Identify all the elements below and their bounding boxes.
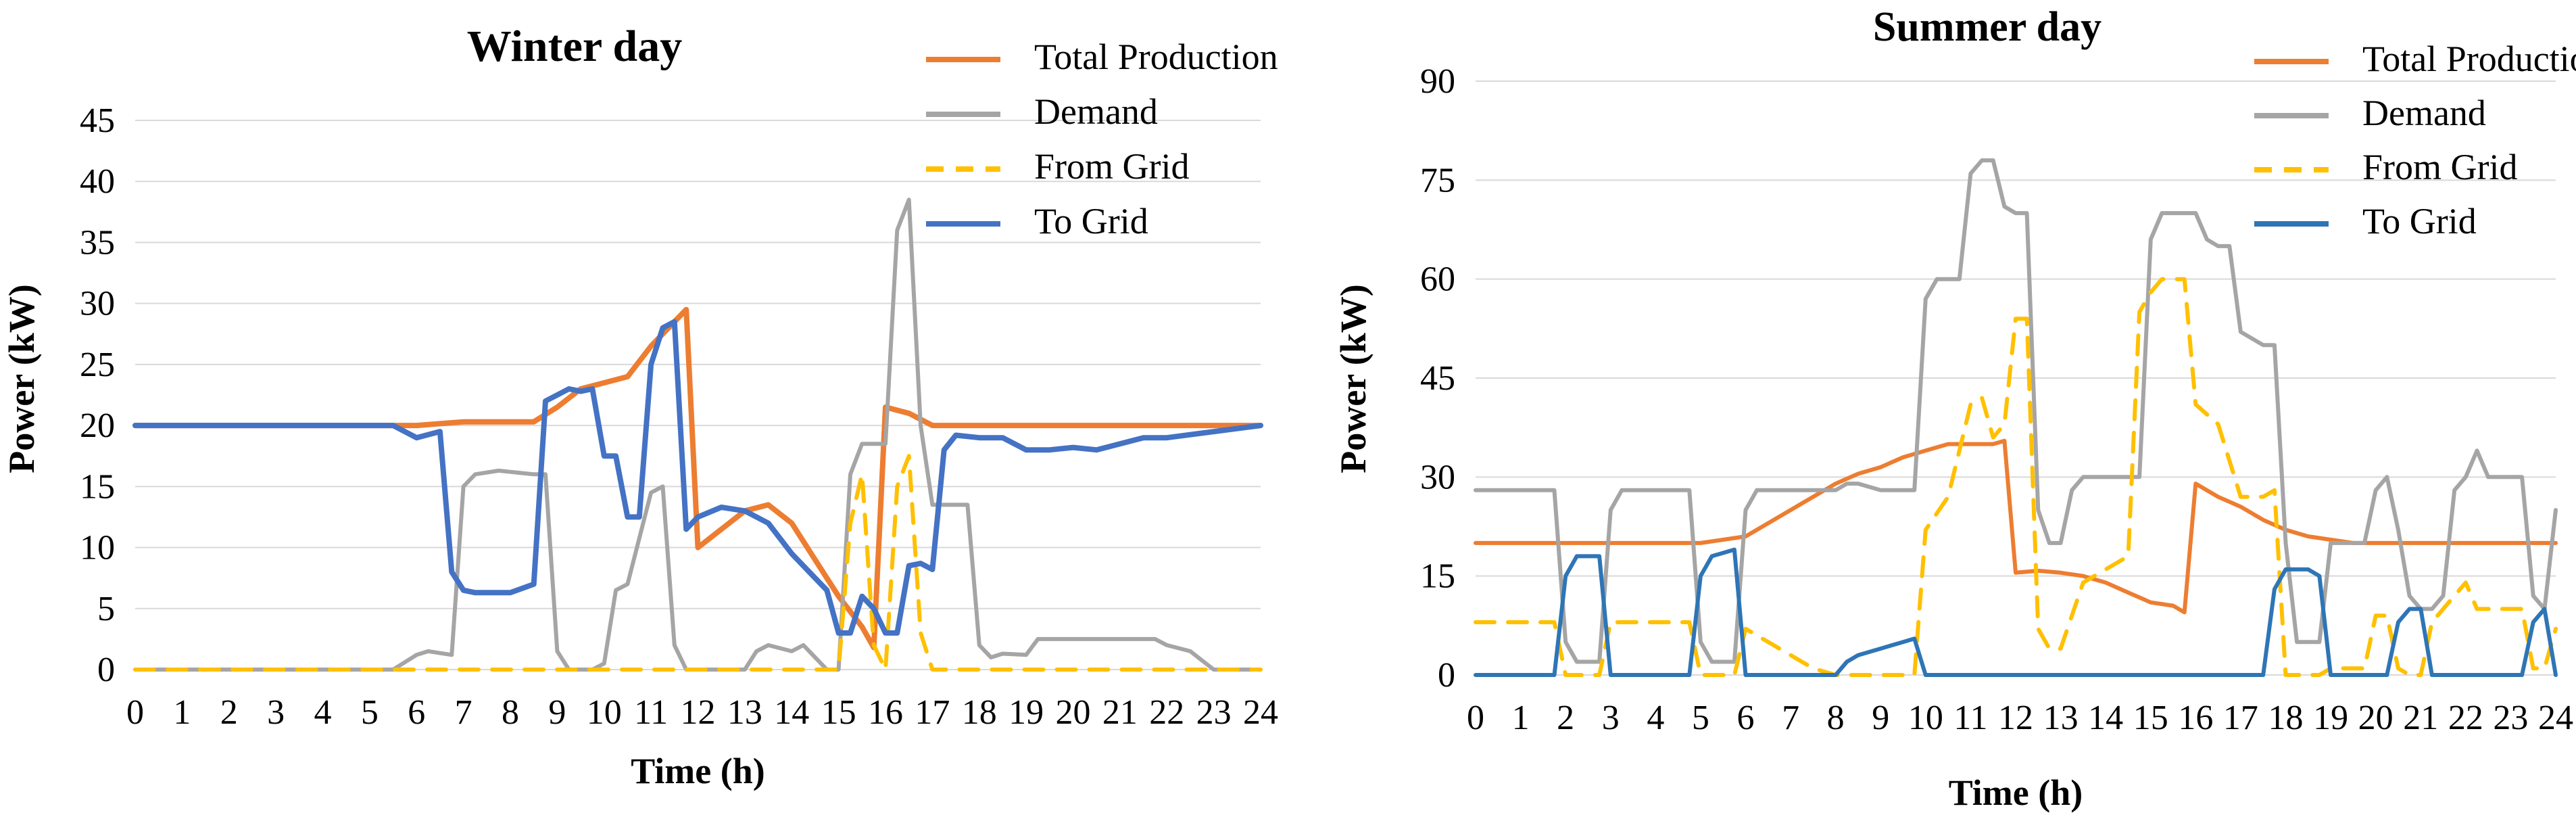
legend-label: Demand — [1034, 91, 1158, 132]
x-tick-label: 21 — [2403, 699, 2438, 737]
x-tick-label: 4 — [314, 693, 332, 732]
legend-label: Demand — [2362, 93, 2486, 133]
x-tick-label: 20 — [1056, 693, 1091, 732]
legend: Total Production Demand From Grid To Grid — [926, 37, 1278, 241]
chart-title: Summer day — [1873, 4, 2101, 50]
x-tick-label: 5 — [1692, 699, 1709, 737]
y-tick-label: 35 — [80, 223, 115, 262]
x-tick-label: 3 — [1602, 699, 1620, 737]
x-tick-label: 0 — [126, 693, 144, 732]
x-tick-label: 22 — [1149, 693, 1184, 732]
y-tick-label: 25 — [80, 346, 115, 384]
series-line-demand — [1474, 158, 2558, 664]
x-tick-label: 16 — [2178, 699, 2213, 737]
x-tick-label: 23 — [2493, 699, 2528, 737]
y-tick-label: 40 — [80, 162, 115, 201]
y-tick-label: 30 — [80, 285, 115, 323]
x-tick-label: 13 — [2043, 699, 2079, 737]
x-axis-label: Time (h) — [631, 751, 765, 791]
x-tick-label: 17 — [915, 693, 950, 732]
x-tick-label: 5 — [361, 693, 379, 732]
x-axis-label: Time (h) — [1949, 772, 2083, 813]
x-tick-label: 17 — [2223, 699, 2258, 737]
series-line-from-grid — [133, 454, 1263, 672]
x-tick-label: 7 — [1782, 699, 1799, 737]
x-tick-label: 0 — [1467, 699, 1484, 737]
x-tick-label: 14 — [2088, 699, 2123, 737]
y-tick-label: 60 — [1420, 260, 1455, 299]
x-tick-label: 4 — [1647, 699, 1664, 737]
x-tick-label: 1 — [1512, 699, 1530, 737]
series-line-from-grid — [1474, 277, 2558, 677]
x-tick-label: 11 — [634, 693, 668, 732]
chart-title: Winter day — [467, 22, 682, 71]
legend-label: From Grid — [1034, 146, 1190, 187]
x-tick-label: 10 — [587, 693, 622, 732]
y-tick-label: 0 — [1438, 656, 1455, 695]
y-axis-label: Power (kW) — [1333, 284, 1374, 473]
y-tick-label: 15 — [80, 467, 115, 506]
legend-label: To Grid — [2362, 201, 2477, 241]
x-tick-label: 15 — [821, 693, 856, 732]
x-tick-label: 18 — [2268, 699, 2304, 737]
x-tick-label: 22 — [2448, 699, 2483, 737]
x-tick-label: 10 — [1908, 699, 1943, 737]
series-line-demand — [133, 197, 1263, 672]
x-tick-label: 21 — [1102, 693, 1138, 732]
y-axis-label: Power (kW) — [1, 284, 42, 473]
y-tick-label: 30 — [1420, 458, 1455, 496]
legend-label: Total Production — [1034, 37, 1278, 77]
x-tick-label: 1 — [173, 693, 191, 732]
x-tick-label: 18 — [962, 693, 997, 732]
x-tick-label: 6 — [408, 693, 425, 732]
x-tick-label: 12 — [1998, 699, 2033, 737]
x-tick-label: 19 — [1008, 693, 1044, 732]
y-tick-label: 90 — [1420, 62, 1455, 101]
series-line-total-production — [132, 306, 1263, 651]
x-tick-label: 7 — [455, 693, 472, 732]
y-tick-label: 15 — [1420, 557, 1455, 596]
x-tick-label: 8 — [1827, 699, 1845, 737]
x-tick-label: 3 — [267, 693, 285, 732]
y-tick-label: 5 — [97, 590, 115, 628]
legend-label: From Grid — [2362, 147, 2518, 187]
x-tick-label: 16 — [868, 693, 903, 732]
x-tick-label: 19 — [2313, 699, 2348, 737]
series-line-to-grid — [132, 319, 1263, 636]
x-tick-label: 15 — [2133, 699, 2168, 737]
x-tick-label: 9 — [1872, 699, 1889, 737]
x-tick-label: 9 — [548, 693, 566, 732]
x-tick-label: 12 — [681, 693, 716, 732]
x-tick-label: 2 — [1557, 699, 1574, 737]
x-tick-label: 6 — [1737, 699, 1755, 737]
series-line-total-production — [1474, 438, 2558, 615]
y-tick-label: 0 — [97, 651, 115, 689]
y-tick-label: 45 — [1420, 359, 1455, 398]
y-tick-label: 20 — [80, 406, 115, 445]
legend-label: Total Production — [2362, 39, 2576, 79]
x-tick-label: 23 — [1196, 693, 1232, 732]
y-tick-label: 10 — [80, 529, 115, 567]
x-tick-label: 14 — [774, 693, 809, 732]
x-tick-label: 20 — [2358, 699, 2393, 737]
legend-label: To Grid — [1034, 201, 1148, 241]
y-tick-label: 75 — [1420, 161, 1455, 200]
y-tick-label: 45 — [80, 101, 115, 140]
x-tick-label: 13 — [727, 693, 762, 732]
x-tick-label: 8 — [502, 693, 519, 732]
x-tick-label: 11 — [1953, 699, 1987, 737]
x-tick-label: 2 — [220, 693, 238, 732]
legend: Total Production Demand From Grid To Grid — [2254, 39, 2576, 241]
x-tick-label: 24 — [1243, 693, 1278, 732]
series-line-to-grid — [1474, 547, 2558, 677]
x-tick-label: 24 — [2538, 699, 2573, 737]
